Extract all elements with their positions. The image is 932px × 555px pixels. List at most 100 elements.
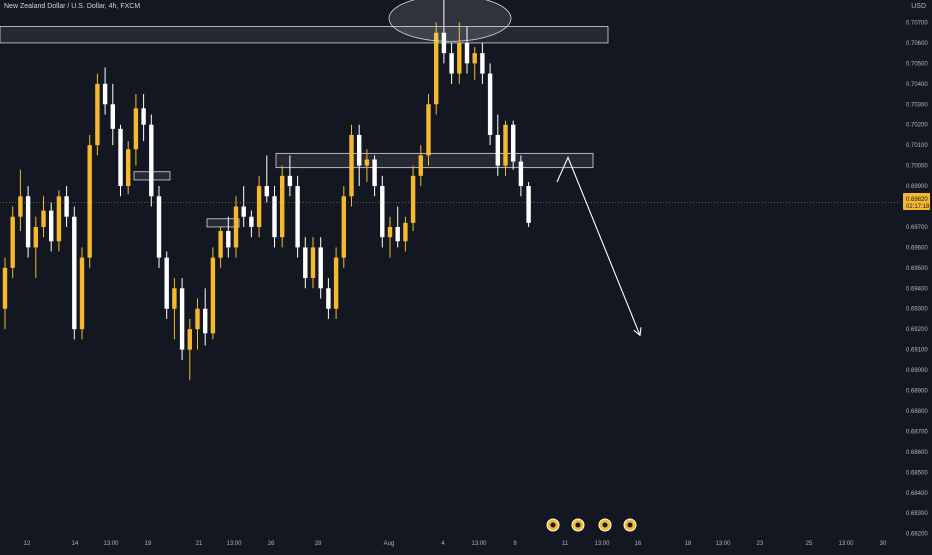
projection-arrowhead-icon: [633, 327, 642, 337]
bull-candle: [18, 196, 23, 217]
time-tick-label: 14: [72, 541, 79, 547]
bull-candle: [434, 32, 439, 105]
price-tick-label: 0.69000: [906, 368, 928, 374]
resistance-zone-top[interactable]: [0, 26, 609, 44]
bear-candle: [357, 134, 362, 166]
bull-candle: [349, 134, 354, 197]
bull-candle: [410, 175, 416, 223]
price-tick-label: 0.68500: [906, 470, 928, 476]
key-level-zones[interactable]: [0, 26, 609, 228]
bear-candle: [156, 196, 162, 258]
bull-candle: [33, 226, 38, 248]
bear-candle: [110, 104, 115, 129]
bear-candle: [203, 308, 208, 334]
time-tick-label: 19: [145, 541, 152, 547]
bear-candle: [303, 247, 308, 279]
time-tick-label: 13:00: [594, 541, 610, 547]
time-tick-label: 26: [268, 541, 275, 547]
bull-candle: [418, 155, 423, 176]
bear-candle: [511, 124, 516, 162]
price-tick-label: 0.68200: [906, 532, 928, 538]
bear-candle: [372, 159, 377, 187]
price-tick-label: 0.70200: [906, 123, 928, 129]
bull-candle: [218, 231, 223, 258]
time-axis[interactable]: 12 14 13:00 19 21 13:00 26 28 Aug 4 13:00 9 11 13:00 1…: [24, 541, 887, 547]
bull-candle: [333, 257, 339, 309]
support-zone-mid[interactable]: [275, 152, 594, 169]
price-tick-label: 0.69100: [906, 348, 928, 354]
bear-candle: [287, 175, 293, 187]
price-tick-label: 0.68400: [906, 491, 928, 497]
bear-candle: [295, 186, 300, 248]
bull-candle: [56, 196, 62, 242]
bear-candle: [441, 32, 447, 54]
bull-candle: [79, 257, 85, 330]
bull-candle: [403, 222, 408, 242]
bear-candle: [487, 73, 493, 135]
bear-candle: [526, 186, 531, 223]
price-tick-label: 0.70700: [906, 20, 928, 26]
bear-candle: [64, 196, 69, 217]
bull-candle: [310, 247, 316, 279]
bear-candle: [380, 186, 385, 238]
price-tick-label: 0.68900: [906, 389, 928, 395]
bull-candle: [187, 329, 192, 350]
bear-candle: [326, 288, 331, 309]
annotations-group[interactable]: [0, 0, 900, 337]
bear-candle: [449, 53, 454, 74]
bull-candle: [426, 104, 431, 156]
time-tick-label: 13:00: [103, 541, 119, 547]
bear-candle: [518, 161, 524, 187]
bull-candle: [2, 267, 8, 309]
bear-candle: [164, 257, 169, 309]
bull-candle: [172, 288, 177, 309]
bear-candle: [179, 288, 185, 350]
event-icons[interactable]: [546, 518, 637, 532]
bear-candle: [249, 216, 254, 227]
price-tick-label: 0.68600: [906, 450, 928, 456]
price-tick-label: 0.68800: [906, 409, 928, 415]
bear-candle: [480, 53, 485, 74]
bear-candle: [226, 231, 231, 248]
price-tick-label: 0.70600: [906, 41, 928, 47]
bull-candle: [210, 257, 216, 334]
bull-candle: [87, 145, 92, 258]
price-tick-label: 0.69400: [906, 286, 928, 292]
price-tick-label: 0.69700: [906, 225, 928, 231]
price-tick-label: 0.70500: [906, 61, 928, 67]
time-tick-label: 13:00: [838, 541, 854, 547]
price-tick-label: 0.69600: [906, 245, 928, 251]
time-tick-label: 25: [806, 541, 813, 547]
time-tick-label: 9: [513, 541, 517, 547]
bear-candle: [272, 196, 277, 238]
price-axis[interactable]: 0.70700 0.70600 0.70500 0.70400 0.70300 0.702…: [906, 20, 928, 537]
price-tick-label: 0.70100: [906, 143, 928, 149]
bear-candle: [49, 210, 54, 242]
bear-candle: [118, 128, 123, 187]
price-tick-label: 0.69200: [906, 327, 928, 333]
minor-level-center[interactable]: [206, 218, 240, 228]
time-tick-label: 18: [685, 541, 692, 547]
price-tick-label: 0.69300: [906, 307, 928, 313]
time-tick-label: 11: [562, 541, 569, 547]
time-tick-label: 13:00: [471, 541, 487, 547]
bull-candle: [457, 42, 462, 74]
bear-candle: [264, 186, 269, 197]
current-price-label: 0.69820: [906, 197, 928, 203]
price-tick-label: 0.69500: [906, 266, 928, 272]
event-icon-dot: [627, 522, 633, 528]
price-tick-label: 0.68300: [906, 511, 928, 517]
bull-candle: [256, 186, 262, 227]
time-tick-label: 12: [24, 541, 31, 547]
projection-path[interactable]: [556, 156, 641, 336]
time-tick-label: 13:00: [226, 541, 242, 547]
bear-candle: [25, 196, 31, 248]
time-tick-label: 28: [315, 541, 322, 547]
highlight-ellipse[interactable]: [388, 0, 512, 42]
bear-candle: [395, 226, 400, 242]
price-tick-label: 0.70400: [906, 82, 928, 88]
bear-candle: [141, 108, 146, 125]
